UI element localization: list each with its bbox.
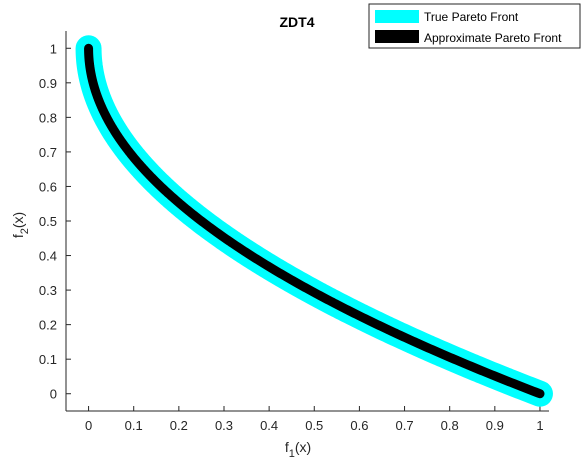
y-tick-label: 0.4: [39, 249, 57, 264]
x-tick-label: 0.8: [441, 418, 459, 433]
y-tick-label: 1: [50, 41, 57, 56]
y-tick-label: 0: [50, 387, 57, 402]
x-tick-label: 0: [85, 418, 92, 433]
x-axis-label: f1(x): [285, 439, 311, 460]
x-tick-label: 0.3: [215, 418, 233, 433]
legend-label-true-pareto-front: True Pareto Front: [424, 10, 519, 24]
x-tick-label: 1: [536, 418, 543, 433]
x-tick-label: 0.5: [305, 418, 323, 433]
plot-area: 0 0.1 0.2 0.3 0.4 0.5 0.6 0.7 0.8 0.9 1 0 0.1 0.2 0.3…: [39, 31, 553, 433]
x-tick-label: 0.1: [125, 418, 143, 433]
y-axis-label: f2(x): [10, 212, 31, 238]
y-tick-label: 0.9: [39, 76, 57, 91]
y-ticks: 0 0.1 0.2 0.3 0.4 0.5 0.6 0.7 0.8 0.9 1: [39, 41, 71, 402]
legend-label-approximate-pareto-front: Approximate Pareto Front: [424, 31, 562, 45]
x-tick-label: 0.4: [260, 418, 278, 433]
series-layer: [75, 35, 553, 407]
legend-swatch-approximate-pareto-front: [375, 30, 419, 43]
y-tick-label: 0.2: [39, 318, 57, 333]
legend: True Pareto Front Approximate Pareto Fro…: [368, 3, 581, 49]
series-approximate-pareto-front: [84, 43, 545, 399]
x-tick-label: 0.9: [486, 418, 504, 433]
legend-swatch-true-pareto-front: [375, 10, 419, 23]
y-tick-label: 0.6: [39, 179, 57, 194]
chart-title: ZDT4: [280, 14, 315, 30]
y-tick-label: 0.8: [39, 110, 57, 125]
x-ticks: 0 0.1 0.2 0.3 0.4 0.5 0.6 0.7 0.8 0.9 1: [85, 406, 544, 433]
x-tick-label: 0.2: [170, 418, 188, 433]
y-tick-label: 0.7: [39, 145, 57, 160]
y-tick-label: 0.5: [39, 214, 57, 229]
x-tick-label: 0.7: [396, 418, 414, 433]
y-tick-label: 0.1: [39, 352, 57, 367]
y-tick-label: 0.3: [39, 283, 57, 298]
x-tick-label: 0.6: [350, 418, 368, 433]
